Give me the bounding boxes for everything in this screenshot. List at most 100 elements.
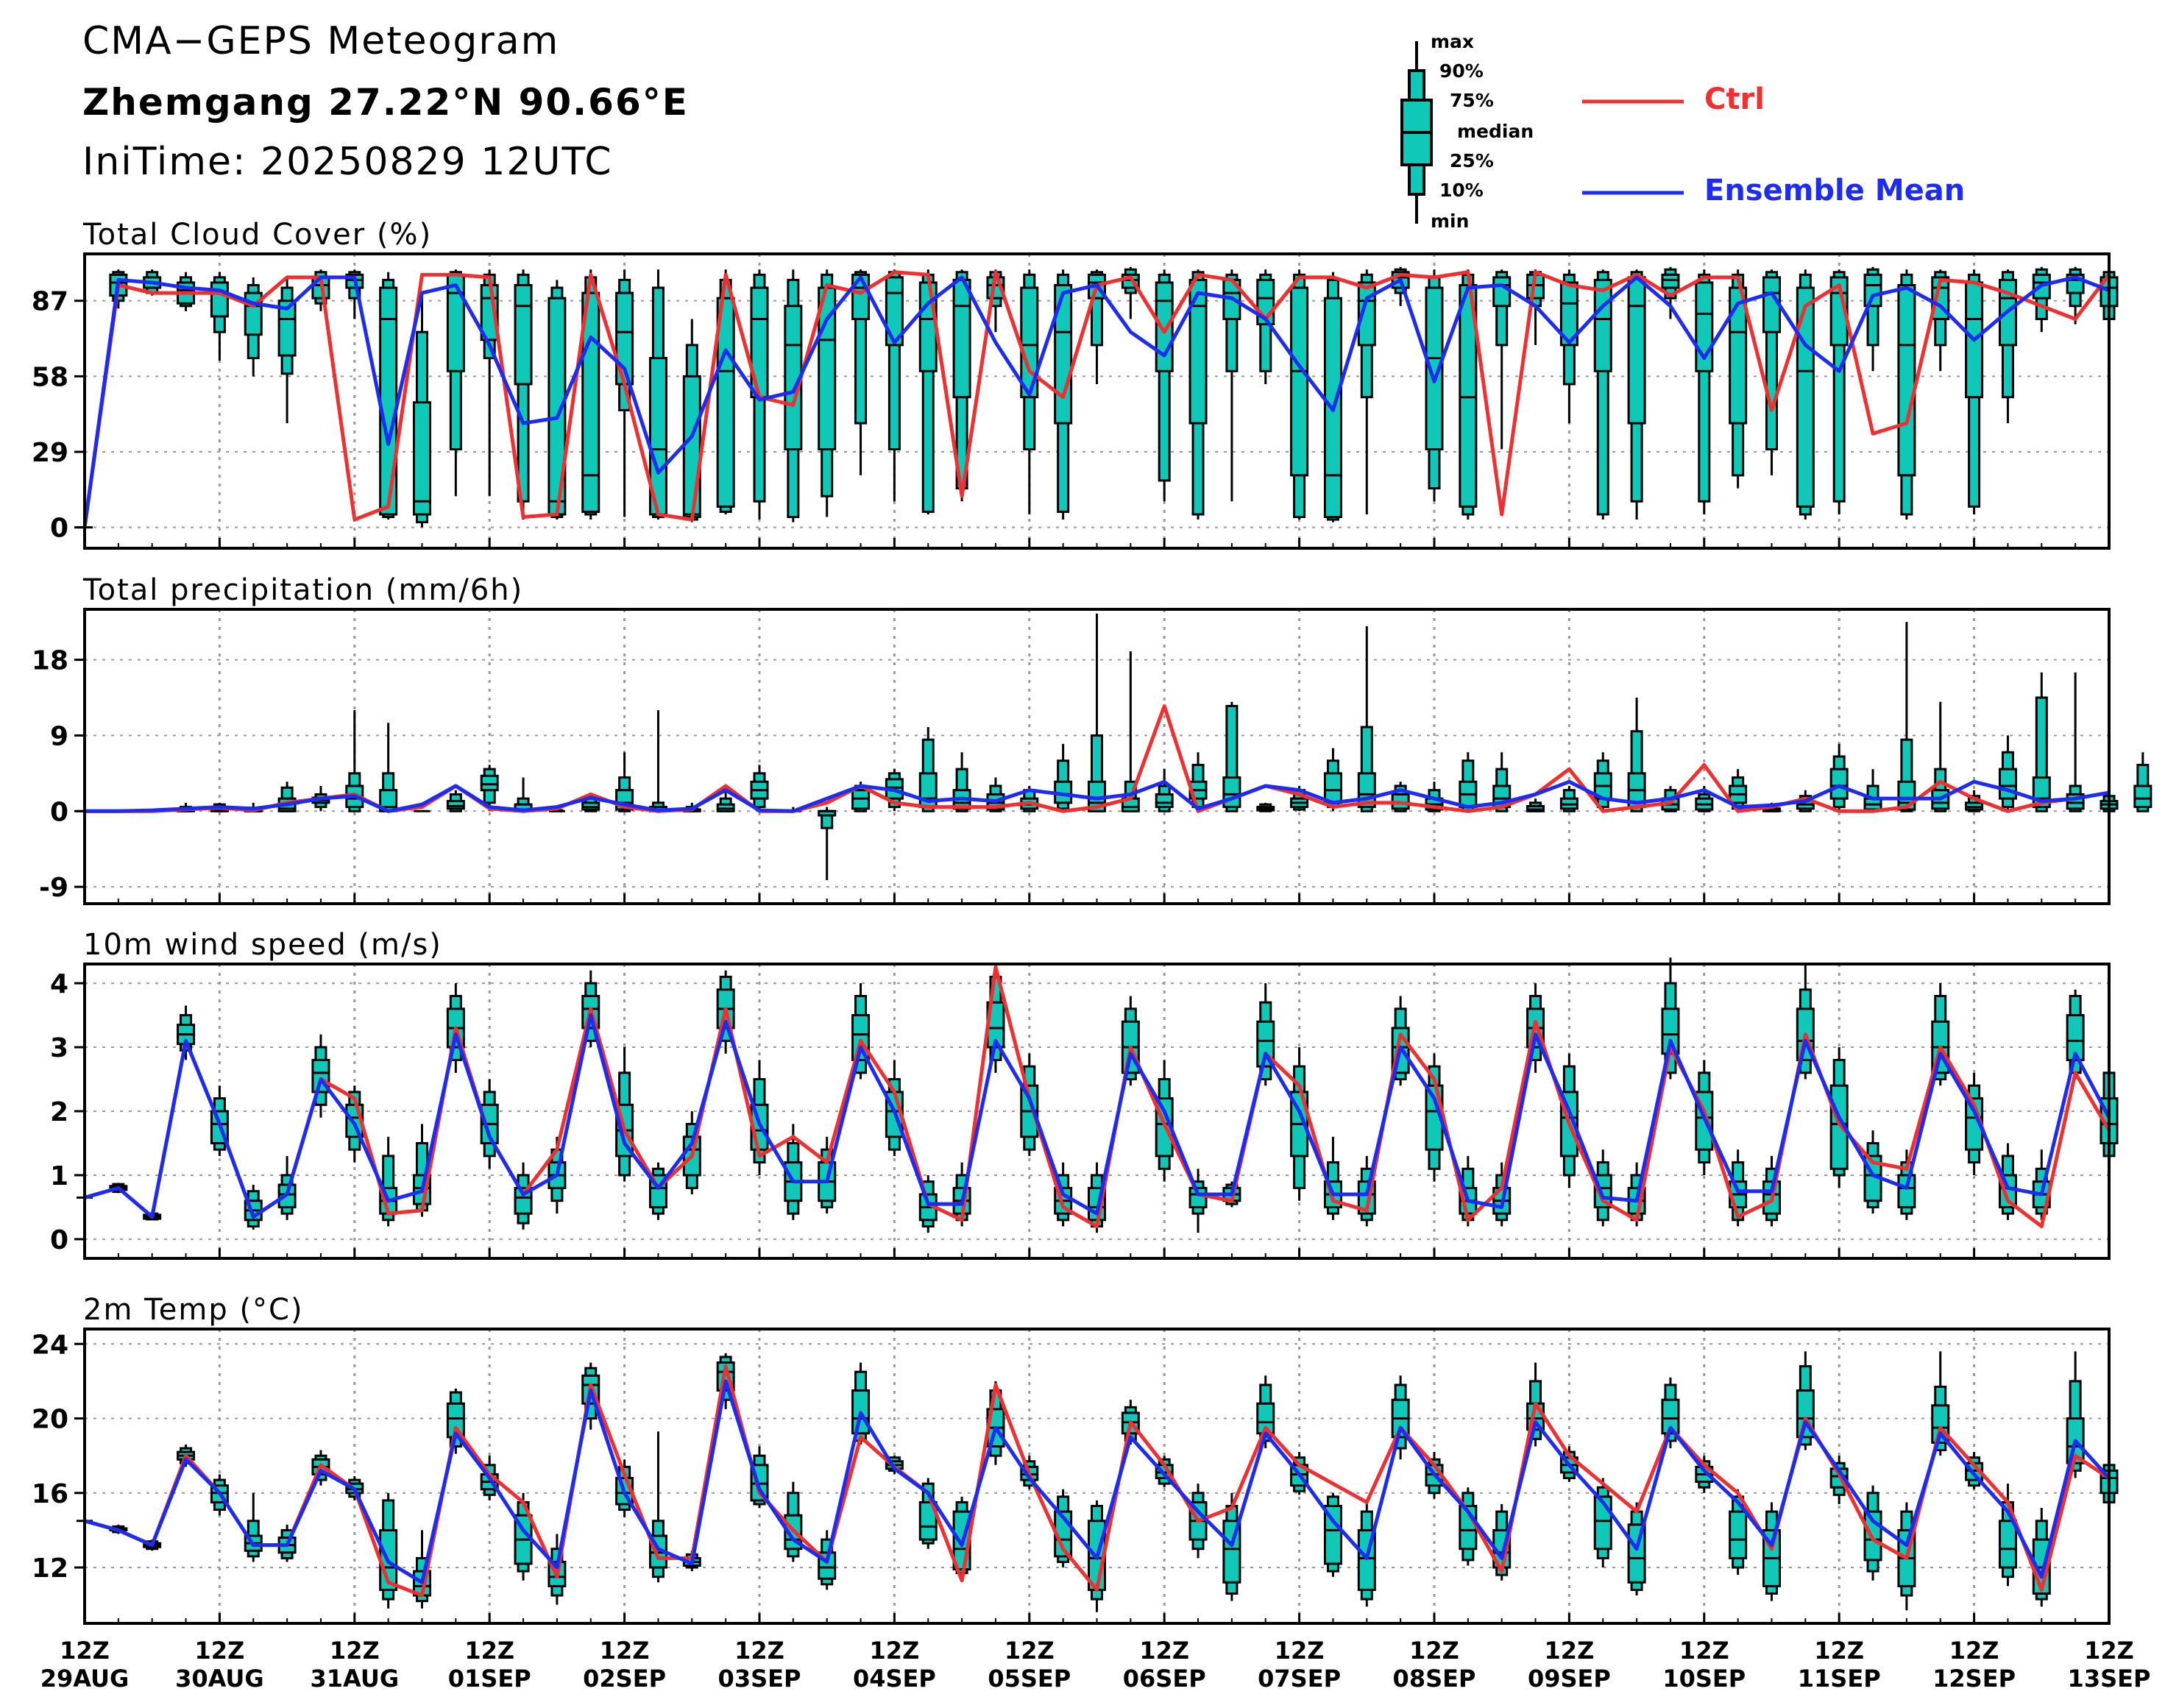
box-31 — [1088, 613, 1106, 812]
panel-title: 10m wind speed (m/s) — [83, 928, 442, 962]
x-tick-hour: 12Z — [1409, 1637, 1459, 1665]
x-tick-hour: 12Z — [1545, 1637, 1595, 1665]
box-26 — [918, 1478, 938, 1549]
y-tick-label: 18 — [32, 646, 68, 676]
box-p25-p75 — [952, 278, 971, 399]
box-14 — [514, 777, 533, 812]
box-p25-p75 — [1492, 276, 1512, 308]
ensemble-mean-line — [85, 779, 2110, 813]
box-p25-p75 — [446, 800, 465, 810]
box-40 — [1391, 782, 1410, 812]
box-6 — [244, 1185, 263, 1230]
x-tick-date: 09SEP — [1528, 1665, 1611, 1693]
box-36 — [1256, 802, 1275, 812]
x-tick-date: 05SEP — [988, 1665, 1071, 1693]
ctrl-line — [84, 1364, 2111, 1598]
box-17 — [615, 269, 634, 517]
box-46 — [1593, 1478, 1612, 1568]
box-6 — [244, 1492, 263, 1562]
panel-frame — [83, 1328, 2111, 1625]
box-p25-p75 — [446, 273, 465, 372]
box-53 — [1829, 743, 1849, 812]
box-32 — [1121, 266, 1140, 319]
box-49 — [1695, 1456, 1714, 1493]
box-13 — [480, 1079, 499, 1169]
y-tick-label: 20 — [32, 1405, 68, 1435]
x-tick-date: 02SEP — [583, 1665, 666, 1693]
box-p25-p75 — [2133, 784, 2152, 809]
box-10 — [379, 723, 398, 812]
ctrl-line — [84, 965, 2111, 1229]
legend-min-label: min — [1431, 210, 1470, 232]
location-label: Zhemgang 27.22°N 90.66°E — [82, 81, 689, 124]
box-p25-p75 — [514, 1186, 533, 1215]
box-49 — [1695, 269, 1714, 514]
box-16 — [581, 794, 600, 812]
ensemble-mean-line — [84, 1379, 2111, 1584]
x-tick-hour: 12Z — [464, 1637, 514, 1665]
panel-title: 2m Temp (°C) — [83, 1293, 304, 1327]
init-time-label: IniTime: 20250829 12UTC — [82, 140, 613, 184]
y-tick-label: 29 — [32, 438, 68, 468]
box-7 — [277, 277, 297, 424]
box-20 — [716, 269, 735, 514]
box-60 — [2066, 672, 2085, 812]
box-p25-p75 — [1593, 278, 1612, 372]
box-p25-p75 — [918, 1500, 938, 1541]
x-tick-hour: 12Z — [1814, 1637, 1864, 1665]
x-tick-hour: 12Z — [330, 1637, 380, 1665]
y-tick-label: 3 — [50, 1033, 68, 1063]
box-6 — [244, 277, 263, 377]
box-55 — [1897, 269, 1916, 520]
box-58 — [1998, 269, 2017, 424]
box-p25-p75 — [1627, 276, 1646, 425]
legend-max-label: max — [1431, 31, 1475, 52]
x-tick-hour: 12Z — [1949, 1637, 1999, 1665]
box-p25-p75 — [1188, 278, 1208, 425]
x-tick-date: 11SEP — [1798, 1665, 1881, 1693]
box-21 — [750, 269, 769, 520]
box-27 — [952, 752, 971, 812]
x-tick-date: 30AUG — [175, 1665, 264, 1693]
box-18 — [648, 269, 667, 520]
box-5 — [210, 272, 229, 361]
box-50 — [1729, 769, 1748, 812]
box-p25-p75 — [1559, 281, 1578, 347]
box-12 — [446, 269, 465, 497]
box-47 — [1627, 269, 1646, 520]
box-35 — [1222, 269, 1241, 502]
y-tick-label: 1 — [50, 1161, 68, 1191]
y-tick-label: 12 — [32, 1553, 68, 1584]
panel-2: Total precipitation (mm/6h) -9 0 9 18 — [32, 573, 2152, 905]
box-45 — [1559, 786, 1578, 812]
box-45 — [1559, 269, 1578, 424]
legend-p75-label: 75% — [1450, 90, 1494, 111]
legend-median-label: median — [1457, 121, 1534, 142]
box-p25-p75 — [1425, 286, 1444, 450]
ensemble-mean-line — [84, 1013, 2111, 1219]
box-p25-p75 — [885, 276, 904, 347]
box-39 — [1357, 626, 1376, 812]
box-p25-p75 — [1829, 768, 1849, 800]
box-25 — [885, 269, 904, 502]
box-p25-p75 — [1155, 793, 1174, 809]
panel-frame — [83, 608, 2111, 905]
x-tick-date: 08SEP — [1393, 1665, 1476, 1693]
box-21 — [750, 765, 769, 812]
x-tick-hour: 12Z — [734, 1637, 784, 1665]
box-48 — [1661, 1377, 1680, 1449]
x-tick-date: 12SEP — [1932, 1665, 2016, 1693]
box-54 — [1863, 266, 1882, 372]
box-p25-p75 — [1323, 1505, 1342, 1565]
box-12 — [446, 1389, 465, 1454]
box-p25-p75 — [1897, 283, 1916, 477]
box-p25-p75 — [1998, 768, 2017, 800]
box-29 — [1020, 1053, 1039, 1156]
box-42 — [1459, 1487, 1478, 1566]
box-58 — [1998, 1484, 2017, 1587]
x-tick-hour: 12Z — [2084, 1637, 2134, 1665]
ctrl-line — [85, 704, 2076, 813]
box-59 — [2032, 1149, 2051, 1220]
